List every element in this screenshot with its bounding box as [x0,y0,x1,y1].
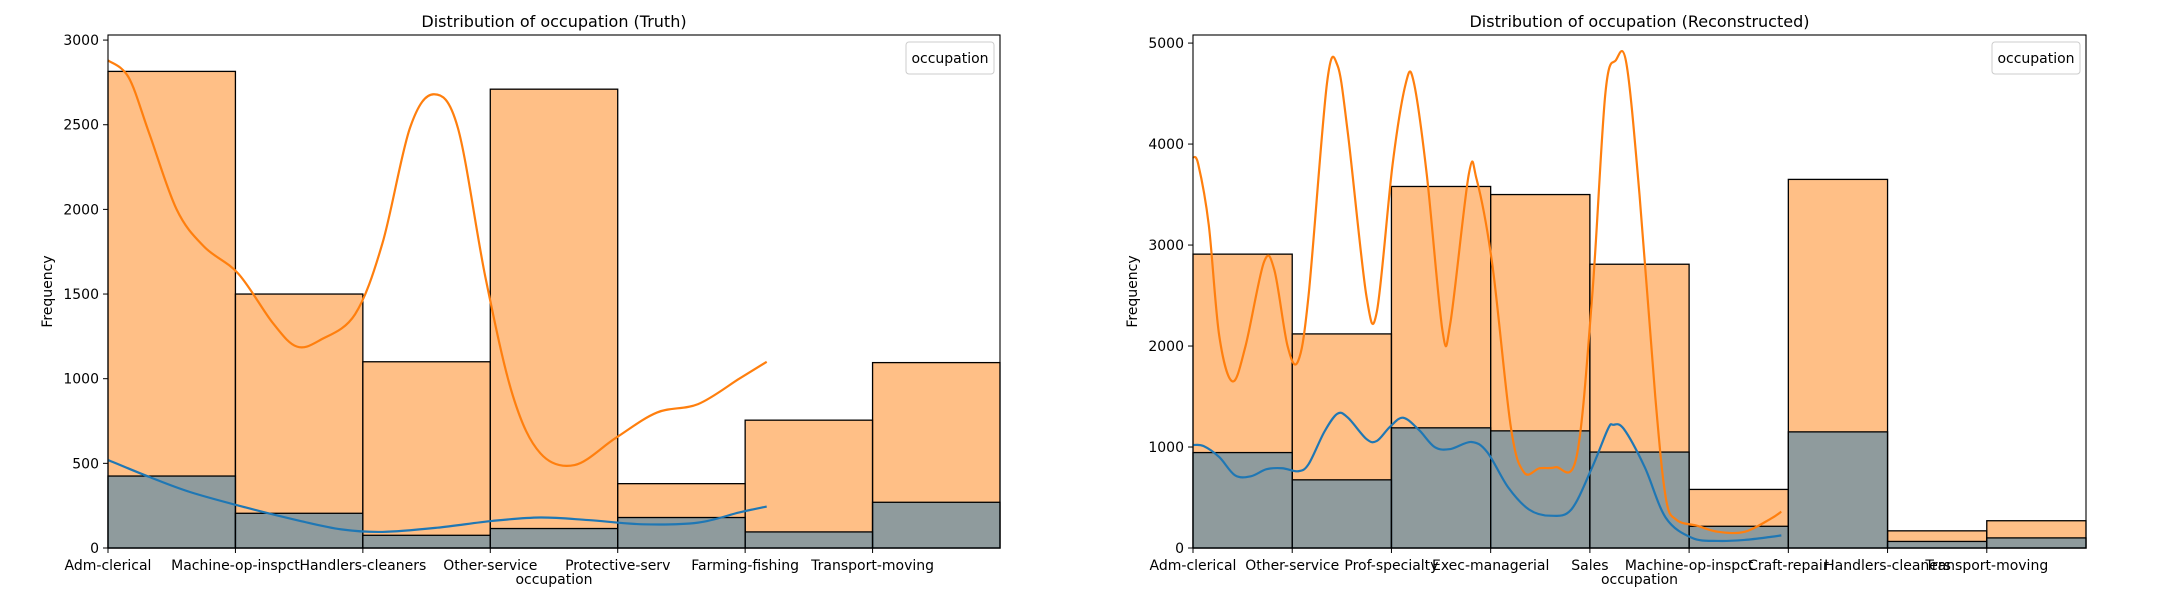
chart-panel-1: 0 500 1000 1500 2000 2500 3000 Adm-clerical Mach… [40,12,1001,588]
y-tick-label: 1000 [63,372,99,388]
y-tick-label: 2000 [63,202,99,218]
chart-title: Distribution of occupation (Reconstructe… [1469,12,1809,31]
x-tick-label: Handlers-cleaners [299,558,426,574]
y-tick-label: 1000 [1148,440,1184,456]
y-tick-label: 0 [90,541,99,557]
x-tick-label: Adm-clerical [65,558,152,574]
bar-blue-handlers-cleaners [1886,540,1988,549]
x-tick-label: Adm-clerical [1150,558,1237,574]
legend: occupation [1991,41,2081,75]
chart-title: Distribution of occupation (Truth) [421,12,686,31]
bar-blue-craft-repair [1787,431,1889,549]
bar-blue-sales [1589,451,1690,549]
kde-curve-orange [1192,50,1782,535]
x-tick-label: Transport-moving [1924,558,2048,574]
y-axis-label: Frequency [1125,255,1141,327]
y-tick-label: 1500 [63,287,99,303]
y-tick-label: 4000 [1148,137,1184,153]
chart-panel-2: 0 1000 2000 3000 4000 5000 Adm-clerical Other-s… [1125,12,2087,588]
y-tick-label: 3000 [1148,238,1184,254]
y-tick-label: 2000 [1148,339,1184,355]
bar-blue-adm-clerical [107,475,237,549]
x-tick-label: Sales [1571,558,1608,574]
bar-blue-handlers-cleaners [362,534,491,549]
kde-curve-orange [107,59,768,467]
bar-blue-adm-clerical [1192,451,1293,549]
bar-blue-transport-moving [1986,537,2087,549]
legend-title: occupation [911,51,988,67]
bar-blue-farming-fishing [744,531,874,549]
bar-blue-transport-moving [871,501,1001,549]
kde-curve-blue [1192,411,1782,543]
bar-blue-other-service [1291,479,1393,549]
bar-blue-other-service [489,527,619,549]
x-axis-label: occupation [1601,572,1678,588]
legend-box [905,41,995,75]
x-tick-label: Other-service [1245,558,1339,574]
bar-orange-farming-fishing [744,419,874,549]
y-tick-label: 2500 [63,118,99,134]
y-tick-label: 0 [1175,541,1184,557]
x-tick-label: Transport-moving [810,558,934,574]
x-tick-label: Machine-op-inspct [1625,558,1754,574]
x-tick-label: Farming-fishing [691,558,799,574]
y-tick-label: 3000 [63,33,99,49]
legend-title: occupation [1997,51,2074,67]
axes-frame [1192,34,2087,549]
bar-blue-prof-specialty [1390,427,1492,549]
x-axis-label: occupation [515,572,592,588]
y-axis-label: Frequency [40,255,56,327]
bar-blue-exec-managerial [1490,430,1591,549]
x-tick-label: Other-service [443,558,537,574]
x-tick-label: Exec-managerial [1432,558,1549,574]
bar-blue-protective-serv [617,516,746,549]
kde-curve-blue [107,458,767,534]
y-tick-label: 500 [72,456,99,472]
legend-box [1991,41,2081,75]
y-tick-label: 5000 [1148,36,1184,52]
axes-frame [107,34,1001,549]
x-tick-label: Handlers-cleaners [1824,558,1951,574]
x-tick-label: Prof-specialty [1344,558,1438,574]
bar-orange-handlers-cleaners [362,361,491,549]
bar-orange-machine-op-inspct [234,293,364,549]
x-tick-label: Craft-repair [1748,558,1829,574]
bar-orange-other-service [489,88,619,549]
legend: occupation [905,41,995,75]
x-tick-label: Protective-serv [565,558,670,574]
x-tick-label: Machine-op-inspct [171,558,300,574]
